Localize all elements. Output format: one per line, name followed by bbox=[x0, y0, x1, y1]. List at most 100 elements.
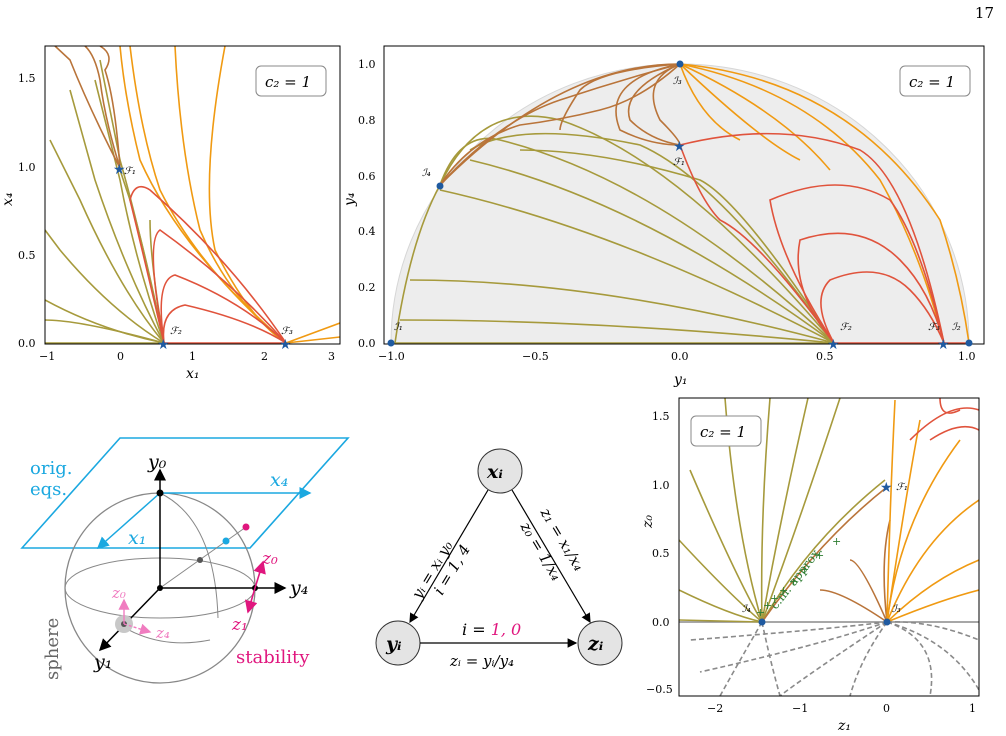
sphere-meridian bbox=[159, 492, 219, 619]
label-y4: y₄ bbox=[289, 577, 308, 599]
node-y-label: yᵢ bbox=[385, 633, 402, 655]
panel-a-ytick: 0.0 bbox=[18, 337, 36, 350]
svg-text:+: + bbox=[815, 549, 824, 562]
panel-b-label-i1: ℐ₁ bbox=[394, 322, 403, 333]
panel-b-point-i2 bbox=[965, 339, 973, 347]
edge-x-to-z bbox=[511, 489, 591, 624]
svg-text:+: + bbox=[779, 584, 788, 597]
panel-e-label-f1: ℱ₁ bbox=[896, 482, 908, 493]
panel-e-label-i4: ℐ₄ bbox=[742, 604, 751, 615]
panel-b-ytick: 0.0 bbox=[358, 337, 376, 350]
node-z bbox=[577, 620, 623, 666]
panel-b-point-i3 bbox=[676, 60, 684, 68]
panel-b-label-f1: ℱ₁ bbox=[673, 157, 685, 168]
panel-a-c2-label: c₂ = 1 bbox=[265, 73, 311, 91]
panel-b-xtick: −1.0 bbox=[378, 350, 405, 363]
sphere-label: sphere bbox=[42, 618, 63, 680]
svg-text:+: + bbox=[756, 606, 765, 619]
panel-e-flow bbox=[679, 398, 979, 696]
panel-a-xlabel: x₁ bbox=[186, 366, 200, 382]
panel-b-yticks: 0.0 0.2 0.4 0.6 0.8 1.0 bbox=[358, 58, 376, 350]
panel-b-label-i3: ℐ₃ bbox=[673, 76, 682, 87]
panel-a-star-f1: ★ bbox=[113, 162, 126, 178]
panel-e-label-i3: ℐ₃ bbox=[892, 604, 901, 615]
panel-a: ★ ℱ₁ ★ ℱ₂ ★ ℱ₃ c₂ = 1 −1 0 1 2 3 0.0 0.5… bbox=[0, 45, 341, 382]
svg-text:+: + bbox=[800, 563, 809, 576]
panel-e-xticks: −2 −1 0 1 bbox=[707, 702, 976, 715]
panel-e-ylabel: z₀ bbox=[640, 515, 656, 529]
bottom-edge-eq: zᵢ = yᵢ/y₄ bbox=[449, 652, 514, 670]
panel-e-frame bbox=[678, 397, 980, 697]
svg-text:+: + bbox=[770, 592, 779, 605]
panel-a-xtick: 2 bbox=[261, 350, 268, 363]
panel-d: xᵢ yᵢ zᵢ yᵢ = xᵢ y₀ i = 1, 4 z₁ = x₁/x₄ … bbox=[375, 448, 623, 670]
panel-a-xtick: 3 bbox=[328, 350, 335, 363]
panel-a-label-f2: ℱ₂ bbox=[170, 326, 182, 337]
edge-x-to-y bbox=[409, 489, 489, 624]
north-pole-dot bbox=[156, 489, 164, 497]
panel-b-flow bbox=[390, 63, 970, 344]
panel-b-disk bbox=[390, 63, 970, 344]
panel-a-label-f1: ℱ₁ bbox=[124, 166, 136, 177]
panel-b-ytick: 0.2 bbox=[358, 281, 376, 294]
node-z-label: zᵢ bbox=[587, 633, 604, 655]
panel-c: orig. eqs. y₀ y₄ y₁ x₄ x₁ z₀ z₁ bbox=[20, 437, 350, 684]
panel-b: ℐ₁ ℐ₂ ℐ₃ ℐ₄ ★ ℱ₁ ★ ℱ₂ ★ ℱ₃ c₂ = 1 −1.0 −… bbox=[342, 45, 985, 388]
label-x4: x₄ bbox=[270, 469, 288, 491]
panel-b-label-i2: ℐ₂ bbox=[952, 322, 961, 333]
panel-a-flow bbox=[45, 46, 340, 344]
panel-b-c2-label: c₂ = 1 bbox=[909, 73, 955, 91]
panel-e-label-box bbox=[690, 415, 762, 447]
panel-b-ytick: 0.8 bbox=[358, 114, 376, 127]
panel-b-xtick: −0.5 bbox=[522, 350, 549, 363]
node-x bbox=[477, 448, 523, 494]
panel-b-point-i4 bbox=[436, 182, 444, 190]
cm-approx-markers: ++++ ++++ bbox=[756, 535, 841, 619]
plane-point-dot bbox=[222, 537, 230, 545]
panel-e-c2-label: c₂ = 1 bbox=[700, 423, 746, 441]
panel-a-label-f3: ℱ₃ bbox=[281, 326, 293, 337]
panel-a-yticks: 0.0 0.5 1.0 1.5 bbox=[18, 72, 36, 350]
panel-b-star-f1: ★ bbox=[673, 139, 686, 155]
panel-e-ytick: 0.0 bbox=[652, 616, 670, 629]
panel-e-xlabel: z₁ bbox=[837, 718, 851, 734]
sphere-point-dot bbox=[197, 557, 203, 563]
stability-label: stability bbox=[236, 647, 310, 668]
axis-z0 bbox=[253, 560, 266, 589]
panel-b-xlabel: y₁ bbox=[673, 372, 688, 388]
panel-b-label-box bbox=[899, 65, 971, 97]
panel-e-xtick: −2 bbox=[707, 702, 723, 715]
panel-a-ytick: 1.5 bbox=[18, 72, 36, 85]
panel-b-frame bbox=[383, 45, 985, 345]
panel-b-label-i4: ℐ₄ bbox=[422, 168, 431, 179]
svg-text:+: + bbox=[832, 535, 841, 548]
panel-b-label-f3: ℱ₃ bbox=[928, 322, 940, 333]
label-z1: z₁ bbox=[231, 615, 248, 635]
panel-a-ylabel: x₄ bbox=[0, 192, 16, 206]
panel-e-yticks: −0.5 0.0 0.5 1.0 1.5 bbox=[646, 410, 673, 696]
panel-b-star-f2: ★ bbox=[827, 337, 840, 353]
plane-label-line2: eqs. bbox=[30, 479, 67, 500]
panel-e-xtick: 1 bbox=[969, 702, 976, 715]
panel-a-ytick: 1.0 bbox=[18, 161, 36, 174]
panel-a-star-f3: ★ bbox=[279, 337, 292, 353]
panel-e-star-f1: ★ bbox=[880, 480, 893, 496]
label-y0: y₀ bbox=[147, 451, 167, 473]
panel-b-ytick: 1.0 bbox=[358, 58, 376, 71]
plane-label-line1: orig. bbox=[30, 458, 72, 479]
projection-plane bbox=[20, 437, 350, 549]
panel-a-frame bbox=[44, 45, 341, 345]
panel-b-point-i1 bbox=[387, 339, 395, 347]
panel-b-ytick: 0.4 bbox=[358, 225, 376, 238]
panel-b-label-f2: ℱ₂ bbox=[840, 322, 852, 333]
panel-a-ytick: 0.5 bbox=[18, 249, 36, 262]
panel-b-star-f3: ★ bbox=[937, 337, 950, 353]
node-x-label: xᵢ bbox=[486, 461, 503, 483]
projection-ray bbox=[159, 526, 247, 589]
label-z4-pink: z₄ bbox=[155, 624, 170, 642]
panel-a-xtick: 1 bbox=[189, 350, 196, 363]
panel-e-point-i4 bbox=[758, 618, 766, 626]
bottom-edge-i: i = 1, 0 bbox=[462, 620, 521, 639]
panel-a-label-box bbox=[255, 65, 327, 97]
